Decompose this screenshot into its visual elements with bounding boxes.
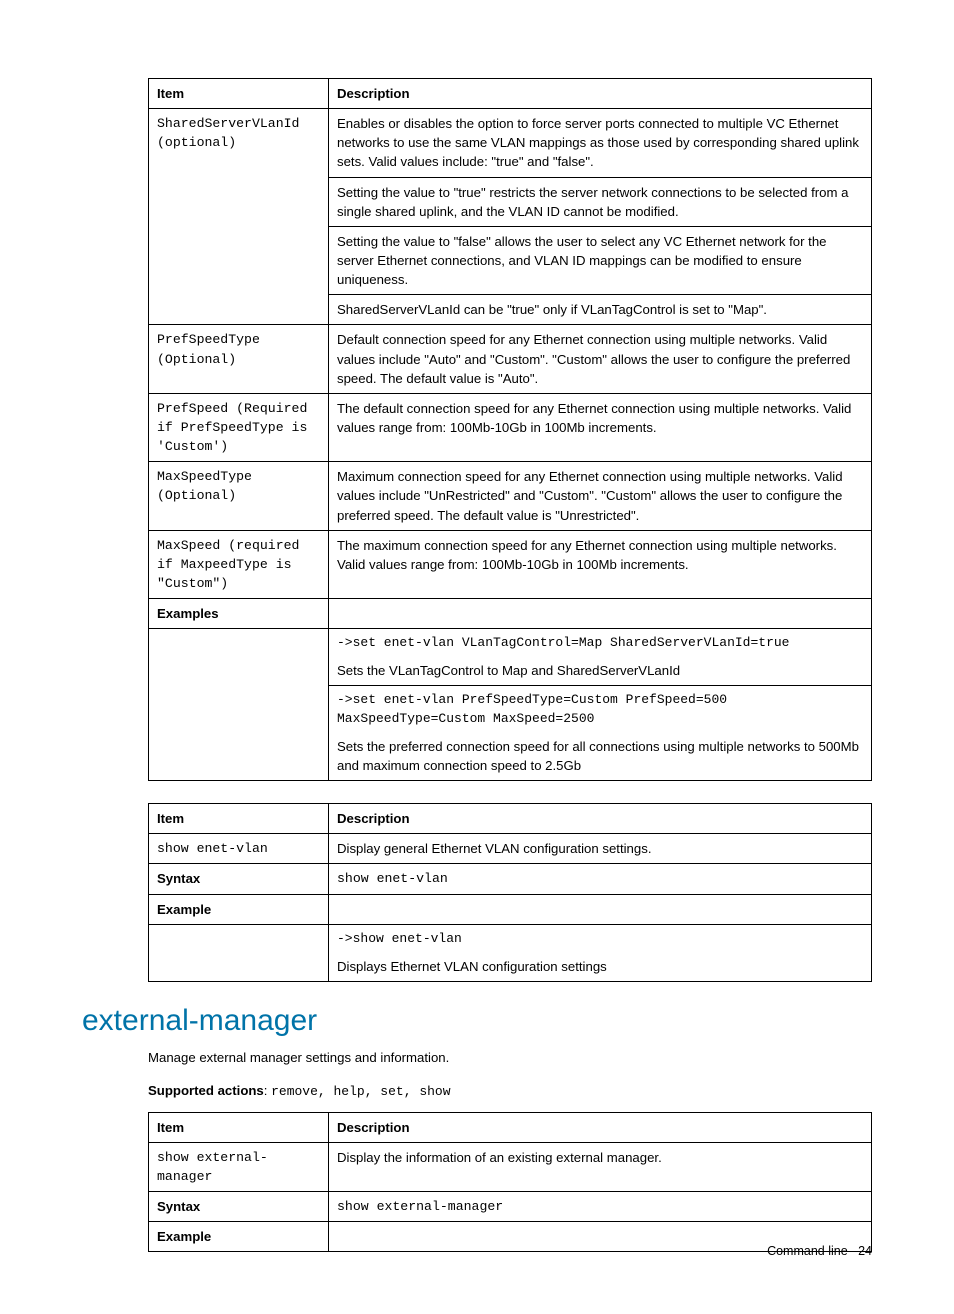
colon-text: :: [264, 1083, 271, 1098]
description-cell: SharedServerVLanId can be "true" only if…: [329, 295, 872, 325]
table-row: Example: [149, 894, 872, 924]
examples-label: Examples: [149, 599, 329, 629]
example-label: Example: [149, 894, 329, 924]
syntax-label: Syntax: [149, 864, 329, 894]
table-row-example: ->show enet-vlan Displays Ethernet VLAN …: [149, 924, 872, 981]
table-header-row: Item Description: [149, 79, 872, 109]
description-para: Enables or disables the option to force …: [337, 114, 863, 171]
empty-cell: [329, 894, 872, 924]
section-heading-external-manager: external-manager: [82, 1004, 872, 1038]
example-cell: ->set enet-vlan VLanTagControl=Map Share…: [329, 629, 872, 686]
syntax-label: Syntax: [149, 1192, 329, 1222]
description-cell: Maximum connection speed for any Etherne…: [329, 462, 872, 530]
description-cell: Enables or disables the option to force …: [329, 109, 872, 177]
supported-actions-label: Supported actions: [148, 1083, 264, 1098]
header-description: Description: [329, 804, 872, 834]
empty-cell: [149, 924, 329, 981]
description-para: The maximum connection speed for any Eth…: [337, 536, 863, 574]
description-cell: Display the information of an existing e…: [329, 1142, 872, 1191]
supported-actions-value: remove, help, set, show: [271, 1084, 450, 1099]
item-cell: show external-manager: [149, 1142, 329, 1191]
example-label: Example: [149, 1222, 329, 1252]
description-cell: Display general Ethernet VLAN configurat…: [329, 834, 872, 864]
header-item: Item: [149, 1112, 329, 1142]
description-para: SharedServerVLanId can be "true" only if…: [337, 300, 863, 319]
syntax-value: show external-manager: [329, 1192, 872, 1222]
header-description: Description: [329, 79, 872, 109]
item-cell: SharedServerVLanId (optional): [149, 109, 329, 325]
description-cell: The default connection speed for any Eth…: [329, 393, 872, 461]
page-footer: Command line 24: [767, 1244, 872, 1258]
header-item: Item: [149, 804, 329, 834]
syntax-value: show enet-vlan: [329, 864, 872, 894]
example-cmd: ->set enet-vlan VLanTagControl=Map Share…: [337, 634, 863, 653]
description-cell: Setting the value to "true" restricts th…: [329, 177, 872, 226]
example-desc: Sets the preferred connection speed for …: [337, 737, 863, 775]
empty-cell: [149, 629, 329, 781]
example-cell: ->set enet-vlan PrefSpeedType=Custom Pre…: [329, 686, 872, 781]
enet-vlan-show-table: Item Description show enet-vlan Display …: [148, 803, 872, 982]
description-cell: The maximum connection speed for any Eth…: [329, 530, 872, 598]
description-para: The default connection speed for any Eth…: [337, 399, 863, 437]
external-manager-show-table: Item Description show external-manager D…: [148, 1112, 872, 1253]
example-cmd: ->show enet-vlan: [337, 930, 863, 949]
table-row: show enet-vlan Display general Ethernet …: [149, 834, 872, 864]
table-row: show external-manager Display the inform…: [149, 1142, 872, 1191]
description-para: Setting the value to "false" allows the …: [337, 232, 863, 289]
table-row: Example: [149, 1222, 872, 1252]
description-cell: Default connection speed for any Etherne…: [329, 325, 872, 393]
footer-page-number: 24: [858, 1244, 872, 1258]
description-cell: Setting the value to "false" allows the …: [329, 226, 872, 294]
enet-vlan-set-table: Item Description SharedServerVLanId (opt…: [148, 78, 872, 781]
description-para: Maximum connection speed for any Etherne…: [337, 467, 863, 524]
empty-cell: [329, 599, 872, 629]
example-desc: Sets the VLanTagControl to Map and Share…: [337, 661, 863, 680]
header-item: Item: [149, 79, 329, 109]
item-cell: MaxSpeed (required if MaxpeedType is "Cu…: [149, 530, 329, 598]
table-row: SharedServerVLanId (optional) Enables or…: [149, 109, 872, 177]
table-header-row: Item Description: [149, 1112, 872, 1142]
item-cell: PrefSpeedType (Optional): [149, 325, 329, 393]
example-cell: ->show enet-vlan Displays Ethernet VLAN …: [329, 924, 872, 981]
item-cell: MaxSpeedType (Optional): [149, 462, 329, 530]
table-row: MaxSpeed (required if MaxpeedType is "Cu…: [149, 530, 872, 598]
example-cmd: ->set enet-vlan PrefSpeedType=Custom Pre…: [337, 691, 863, 729]
table-row: Syntax show enet-vlan: [149, 864, 872, 894]
table-row: PrefSpeedType (Optional) Default connect…: [149, 325, 872, 393]
description-para: Default connection speed for any Etherne…: [337, 330, 863, 387]
footer-text: Command line: [767, 1244, 848, 1258]
table-row: MaxSpeedType (Optional) Maximum connecti…: [149, 462, 872, 530]
section-intro: Manage external manager settings and inf…: [148, 1048, 872, 1067]
supported-actions-line: Supported actions: remove, help, set, sh…: [148, 1081, 872, 1102]
page: Item Description SharedServerVLanId (opt…: [0, 0, 954, 1314]
header-description: Description: [329, 1112, 872, 1142]
table-row: Syntax show external-manager: [149, 1192, 872, 1222]
table-row-examples-label: Examples: [149, 599, 872, 629]
item-cell: show enet-vlan: [149, 834, 329, 864]
description-para: Setting the value to "true" restricts th…: [337, 183, 863, 221]
item-cell: PrefSpeed (Required if PrefSpeedType is …: [149, 393, 329, 461]
example-desc: Displays Ethernet VLAN configuration set…: [337, 957, 863, 976]
table-header-row: Item Description: [149, 804, 872, 834]
table-row: PrefSpeed (Required if PrefSpeedType is …: [149, 393, 872, 461]
table-row-example: ->set enet-vlan VLanTagControl=Map Share…: [149, 629, 872, 686]
